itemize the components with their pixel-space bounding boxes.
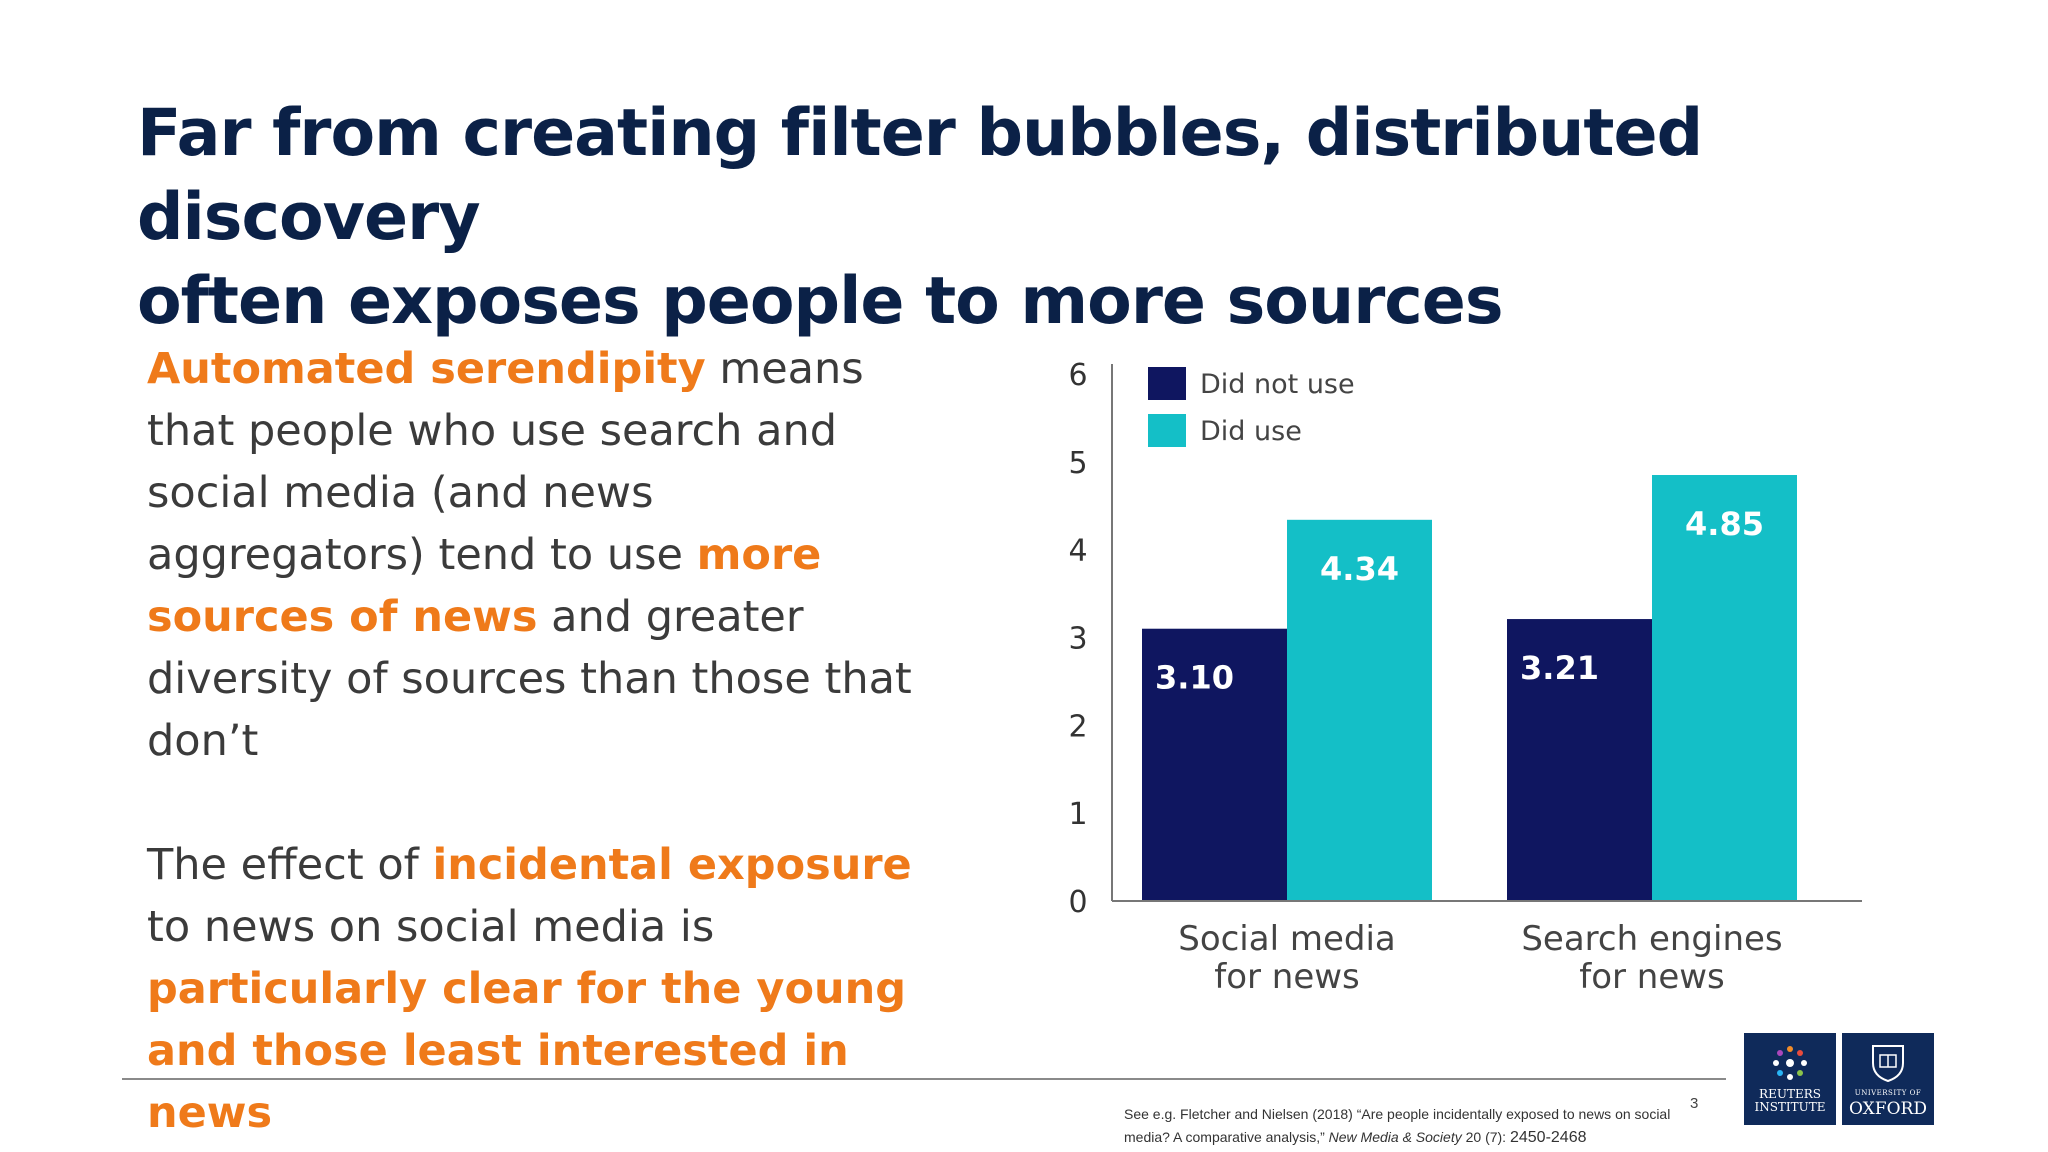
highlight-incidental-exposure: incidental exposure bbox=[432, 840, 912, 890]
citation-text-a: See e.g. Fletcher and Nielsen (2018) “Ar… bbox=[1124, 1106, 1671, 1145]
x-category-label: Search engines bbox=[1521, 919, 1782, 959]
citation-text-b: 20 (7): bbox=[1461, 1129, 1510, 1145]
highlight-young-least-interested: particularly clear for the young and tho… bbox=[147, 964, 906, 1138]
paragraph-2: The effect of incidental exposure to new… bbox=[147, 834, 927, 1144]
paragraph-1: Automated serendipity means that people … bbox=[147, 338, 927, 772]
legend-label: Did use bbox=[1200, 416, 1302, 447]
x-category-label: for news bbox=[1579, 957, 1725, 997]
y-tick-label: 3 bbox=[1068, 622, 1087, 657]
reuters-dots-icon bbox=[1773, 1046, 1807, 1080]
bar-value-label: 4.85 bbox=[1685, 505, 1764, 543]
oxford-line-2: OXFORD bbox=[1849, 1099, 1927, 1119]
y-tick-label: 6 bbox=[1068, 358, 1087, 393]
bar-did-use-0 bbox=[1287, 519, 1432, 901]
y-tick-label: 2 bbox=[1068, 709, 1087, 744]
paragraph-1-text-a: means that people who use search and soc… bbox=[147, 344, 864, 580]
university-of-oxford-logo: UNIVERSITY OF OXFORD bbox=[1842, 1033, 1934, 1125]
bar-chart: 0 1 2 3 4 5 6 3.10 3.21 4.34 4.85 Social media for n… bbox=[1040, 340, 1880, 1005]
reuters-line-2: INSTITUTE bbox=[1754, 1100, 1826, 1114]
bar-did-use-1 bbox=[1652, 475, 1797, 901]
page-number: 3 bbox=[1690, 1095, 1699, 1112]
y-tick-label: 0 bbox=[1068, 885, 1087, 920]
paragraph-2-text-b: to news on social media is bbox=[147, 902, 715, 952]
oxford-crest-icon bbox=[1872, 1045, 1904, 1083]
highlight-more-sources: more sources of news bbox=[147, 530, 822, 642]
y-tick-label: 1 bbox=[1068, 797, 1087, 832]
legend-label: Did not use bbox=[1200, 369, 1355, 400]
paragraph-2-text-a: The effect of bbox=[147, 840, 433, 890]
x-category-label: Social media bbox=[1178, 919, 1396, 959]
bar-did-not-use-0 bbox=[1142, 628, 1287, 901]
bar-did-not-use-1 bbox=[1507, 619, 1652, 901]
title-line-2: often exposes people to more sources bbox=[137, 264, 1504, 339]
bar-value-label: 3.21 bbox=[1520, 649, 1599, 687]
footer-divider bbox=[122, 1078, 1726, 1080]
y-tick-label: 4 bbox=[1068, 534, 1087, 569]
citation-journal: New Media & Society bbox=[1328, 1129, 1462, 1145]
legend-swatch bbox=[1148, 414, 1186, 447]
x-category-label: for news bbox=[1214, 957, 1360, 997]
reuters-institute-logo: REUTERS INSTITUTE bbox=[1744, 1033, 1836, 1125]
reuters-line-1: REUTERS bbox=[1759, 1087, 1821, 1101]
citation: See e.g. Fletcher and Nielsen (2018) “Ar… bbox=[1124, 1103, 1684, 1149]
bar-value-label: 4.34 bbox=[1320, 550, 1399, 588]
y-tick-label: 5 bbox=[1068, 446, 1087, 481]
oxford-line-1: UNIVERSITY OF bbox=[1854, 1089, 1922, 1097]
title-line-1: Far from creating filter bubbles, distri… bbox=[137, 96, 1703, 255]
slide-title: Far from creating filter bubbles, distri… bbox=[137, 92, 1937, 344]
paragraph-1-text-b: and greater diversity of sources than th… bbox=[147, 592, 912, 766]
bar-value-label: 3.10 bbox=[1155, 659, 1234, 697]
highlight-automated-serendipity: Automated serendipity bbox=[147, 344, 706, 394]
legend-swatch bbox=[1148, 367, 1186, 400]
body-text: Automated serendipity means that people … bbox=[147, 338, 927, 1144]
citation-pages: 2450-2468 bbox=[1509, 1129, 1587, 1146]
